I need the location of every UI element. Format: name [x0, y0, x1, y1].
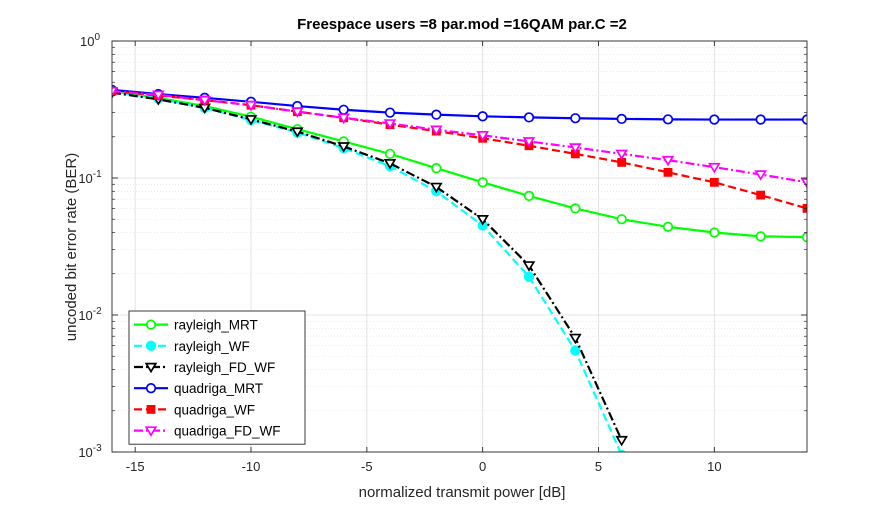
data-point-rayleigh_FD_WF	[476, 214, 489, 226]
legend-label: quadriga_FD_WF	[174, 424, 281, 439]
data-point-rayleigh_MRT	[477, 177, 488, 188]
data-point-quadriga_FD_WF	[152, 90, 165, 102]
data-point-quadriga_WF	[146, 404, 156, 414]
data-point-quadriga_MRT	[662, 114, 674, 125]
chart-title: Freespace users =8 par.mod =16QAM par.C …	[297, 16, 627, 33]
legend-box	[128, 310, 306, 445]
x-tick-label: 5	[595, 459, 602, 474]
data-point-quadriga_FD_WF	[522, 137, 536, 148]
y-tick-label: 100	[80, 32, 100, 49]
data-point-rayleigh_MRT	[709, 227, 720, 238]
data-point-rayleigh_MRT	[523, 190, 535, 202]
legend-entry-rayleigh_FD_WF: rayleigh_FD_WF	[134, 360, 275, 375]
series-rayleigh_FD_WF	[112, 88, 628, 447]
data-point-quadriga_FD_WF	[291, 107, 304, 118]
data-point-rayleigh_FD_WF	[244, 115, 258, 126]
legend-label: quadriga_MRT	[174, 381, 263, 396]
data-point-quadriga_FD_WF	[198, 95, 211, 107]
data-point-quadriga_FD_WF	[661, 155, 675, 167]
data-point-quadriga_MRT	[431, 109, 442, 120]
legend-label: rayleigh_WF	[174, 339, 250, 354]
legend-entry-quadriga_MRT: quadriga_MRT	[134, 381, 263, 396]
data-point-quadriga_MRT	[145, 383, 157, 394]
data-point-rayleigh_FD_WF	[337, 142, 350, 153]
data-point-rayleigh_WF	[570, 345, 581, 356]
series-line-quadriga_WF	[112, 90, 807, 210]
data-point-quadriga_MRT	[570, 113, 581, 124]
data-point-rayleigh_MRT	[570, 203, 581, 214]
data-point-rayleigh_WF	[523, 271, 535, 282]
data-point-quadriga_MRT	[709, 114, 720, 125]
data-point-rayleigh_MRT	[145, 319, 157, 330]
data-point-quadriga_WF	[663, 167, 673, 177]
data-point-rayleigh_WF	[145, 340, 157, 351]
data-point-rayleigh_FD_WF	[144, 362, 158, 374]
data-point-quadriga_FD_WF	[337, 113, 350, 125]
x-tick-label: 0	[479, 459, 486, 474]
data-point-rayleigh_MRT	[662, 221, 674, 232]
x-tick-label: 10	[707, 459, 721, 474]
data-point-rayleigh_MRT	[755, 231, 766, 242]
x-tick-label: -10	[242, 459, 261, 474]
legend-entry-quadriga_WF: quadriga_WF	[134, 402, 255, 417]
legend: rayleigh_MRT rayleigh_WF rayleigh_FD_WFqua…	[128, 310, 306, 445]
data-point-quadriga_FD_WF	[476, 131, 489, 142]
data-point-quadriga_FD_WF	[112, 86, 119, 98]
data-point-rayleigh_FD_WF	[430, 182, 443, 194]
data-point-rayleigh_MRT	[801, 232, 807, 243]
series-line-rayleigh_FD_WF	[112, 91, 623, 441]
data-point-quadriga_FD_WF	[615, 149, 628, 161]
data-point-quadriga_WF	[709, 177, 719, 187]
legend-entry-rayleigh_MRT: rayleigh_MRT	[134, 318, 258, 333]
data-point-rayleigh_FD_WF	[615, 435, 628, 447]
data-point-rayleigh_FD_WF	[569, 333, 582, 345]
data-point-rayleigh_FD_WF	[522, 261, 536, 272]
axes: -15 -10 -5 0 5 10 10-3 10-2 10-1 100	[78, 32, 808, 474]
legend-label: quadriga_WF	[174, 402, 255, 417]
legend-entry-quadriga_FD_WF: quadriga_FD_WF	[134, 424, 281, 439]
x-axis-title: normalized transmit power [dB]	[359, 484, 566, 501]
data-point-quadriga_WF	[756, 190, 766, 200]
series-line-quadriga_FD_WF	[112, 90, 807, 184]
legend-entry-rayleigh_WF: rayleigh_WF	[134, 339, 250, 354]
data-point-quadriga_FD_WF	[800, 178, 807, 189]
data-point-quadriga_MRT	[477, 111, 488, 122]
series-quadriga_FD_WF	[112, 86, 807, 189]
data-point-quadriga_FD_WF	[708, 162, 721, 174]
legend-label: rayleigh_MRT	[174, 318, 258, 333]
x-tick-label: -15	[126, 459, 145, 474]
data-point-rayleigh_MRT	[616, 214, 627, 225]
legend-label: rayleigh_FD_WF	[174, 360, 275, 375]
data-point-quadriga_FD_WF	[244, 100, 258, 112]
data-point-quadriga_FD_WF	[383, 119, 397, 130]
axes-box	[111, 40, 808, 453]
data-point-quadriga_MRT	[338, 104, 349, 115]
data-point-quadriga_MRT	[755, 114, 766, 125]
data-point-rayleigh_MRT	[384, 148, 396, 160]
data-point-quadriga_MRT	[801, 114, 807, 125]
series-line-quadriga_MRT	[112, 88, 807, 121]
data-point-rayleigh_FD_WF	[383, 159, 397, 170]
x-tick-label: -5	[361, 459, 373, 474]
data-point-quadriga_FD_WF	[430, 125, 443, 137]
data-point-quadriga_FD_WF	[754, 170, 767, 181]
series-line-rayleigh_MRT	[112, 90, 807, 239]
data-point-rayleigh_MRT	[431, 163, 442, 174]
data-point-quadriga_FD_WF	[144, 426, 158, 437]
data-point-quadriga_MRT	[616, 113, 627, 125]
y-tick-label: 10-3	[78, 443, 102, 460]
data-point-rayleigh_FD_WF	[291, 127, 304, 138]
data-point-quadriga_FD_WF	[569, 143, 582, 154]
data-point-quadriga_MRT	[523, 112, 535, 123]
y-tick-label: 10-2	[78, 306, 102, 323]
y-axis-title: uncoded bit error rate (BER)	[63, 153, 80, 341]
y-tick-label: 10-1	[78, 169, 102, 186]
data-point-quadriga_MRT	[384, 107, 396, 118]
